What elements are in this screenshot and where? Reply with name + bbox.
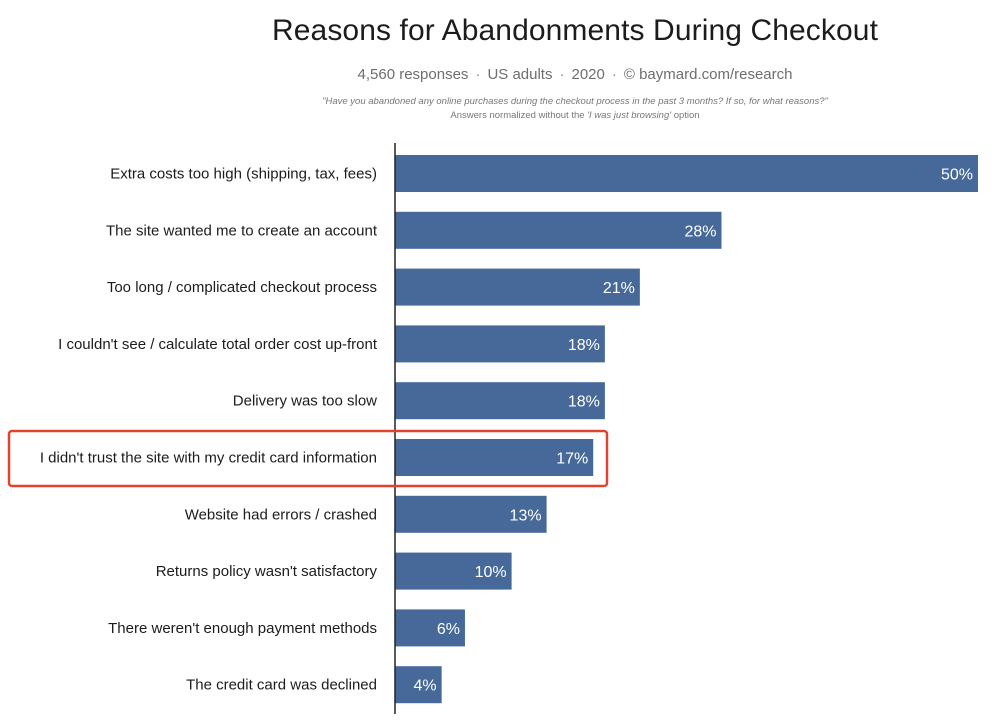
chart-title: Reasons for Abandonments During Checkout	[271, 14, 879, 47]
subtitle-separator: ·	[559, 66, 565, 83]
bar	[395, 439, 594, 476]
bar-value-label: 10%	[475, 564, 507, 581]
note-suffix: option	[671, 110, 700, 121]
note-option: 'I was just browsing'	[587, 110, 672, 121]
subtitle-source: © baymard.com/research	[623, 66, 793, 83]
bar-value-label: 6%	[437, 621, 460, 638]
subtitle-separator: ·	[475, 66, 481, 83]
bar	[395, 495, 547, 533]
note-prefix: Answers normalized without the	[450, 110, 588, 121]
bar-value-label: 50%	[941, 167, 973, 184]
survey-question: "Have you abandoned any online purchases…	[322, 96, 828, 107]
normalization-note: Answers normalized without the 'I was ju…	[0, 110, 1000, 121]
bar	[395, 268, 640, 306]
chart-subtitle: 4,560 responses · US adults · 2020 · © baymard…	[0, 66, 1000, 83]
bar	[395, 211, 722, 249]
category-label: Extra costs too high (shipping, tax, fee…	[110, 166, 377, 183]
bar-value-label: 18%	[568, 394, 600, 411]
subtitle-responses: 4,560 responses	[357, 66, 469, 83]
category-label: Too long / complicated checkout process	[107, 279, 377, 296]
bar-value-label: 21%	[603, 280, 635, 297]
bar-value-label: 13%	[510, 507, 542, 524]
category-label: There weren't enough payment methods	[108, 620, 377, 637]
category-label: I didn't trust the site with my credit c…	[40, 450, 377, 467]
highlight-box	[7, 429, 609, 488]
subtitle-year: 2020	[571, 66, 605, 83]
bar-value-label: 18%	[568, 337, 600, 354]
category-label: I couldn't see / calculate total order c…	[58, 336, 378, 353]
category-label: The credit card was declined	[186, 677, 377, 694]
bar	[395, 552, 512, 590]
bar-value-label: 28%	[684, 223, 716, 240]
bar	[395, 155, 978, 192]
category-label: The site wanted me to create an account	[106, 222, 378, 239]
category-label: Returns policy wasn't satisfactory	[156, 563, 378, 580]
bar	[395, 382, 605, 420]
bar	[395, 325, 605, 363]
subtitle-separator: ·	[611, 66, 617, 83]
category-label: Delivery was too slow	[233, 393, 377, 410]
bar	[395, 666, 442, 704]
category-label: Website had errors / crashed	[185, 506, 377, 523]
bar	[395, 609, 465, 647]
subtitle-population: US adults	[487, 66, 553, 83]
bar-value-label: 4%	[414, 678, 437, 695]
bar-value-label: 17%	[556, 451, 588, 468]
